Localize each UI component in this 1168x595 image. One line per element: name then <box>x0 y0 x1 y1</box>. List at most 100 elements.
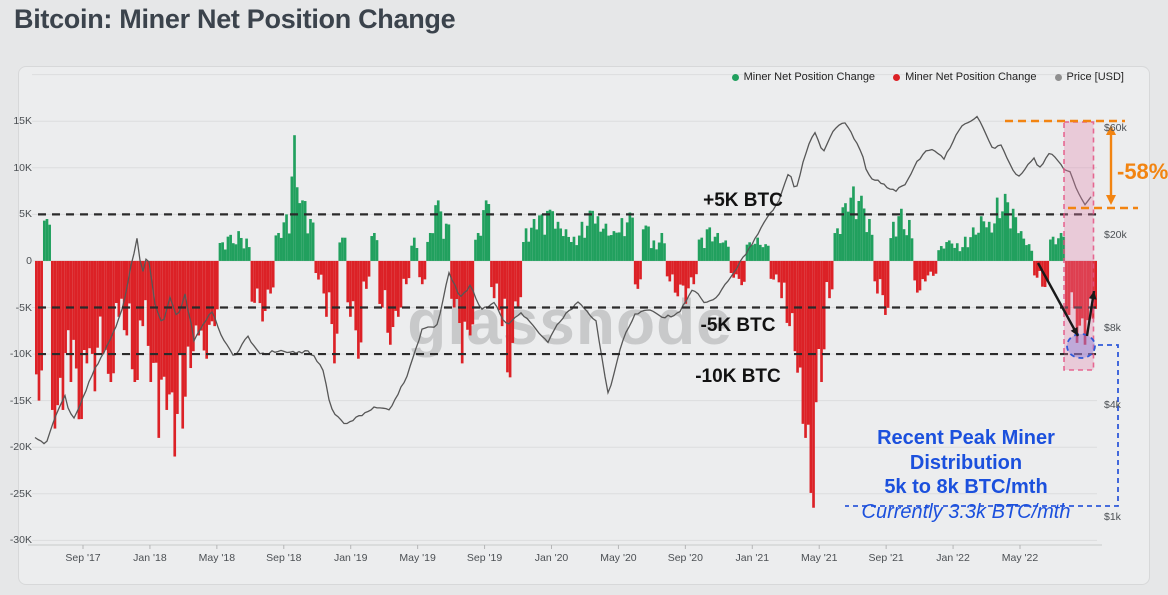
bar-negative <box>104 260 107 350</box>
bar-positive <box>846 211 850 261</box>
bar-positive <box>476 232 480 261</box>
bar-negative <box>173 260 177 457</box>
bar-positive <box>609 235 613 261</box>
y-axis-tick-label: -30K <box>9 534 32 547</box>
bar-negative <box>780 260 783 299</box>
bar-negative <box>359 260 363 343</box>
bar-positive <box>995 197 999 261</box>
bar-negative <box>519 260 523 298</box>
bar-positive <box>766 245 770 261</box>
bar-positive <box>910 238 914 261</box>
bar-negative <box>740 260 743 286</box>
bar-positive <box>1059 232 1063 261</box>
bar-positive <box>724 240 728 261</box>
arrowhead-down-icon <box>1106 195 1116 205</box>
bar-negative <box>1078 260 1082 326</box>
bar-negative <box>138 260 142 321</box>
bar-positive <box>410 245 413 261</box>
bar-positive <box>412 237 416 261</box>
bar-negative <box>490 260 493 288</box>
bar-positive <box>226 236 230 261</box>
bar-positive <box>974 234 978 261</box>
bar-negative <box>109 260 113 383</box>
bar-positive <box>713 236 717 261</box>
bar-positive <box>245 238 248 261</box>
bar-positive <box>290 176 294 261</box>
bar-positive <box>599 231 602 261</box>
bar-positive <box>697 239 701 261</box>
bar-positive <box>569 241 573 261</box>
gray-dot-icon <box>1054 73 1062 81</box>
bar-positive <box>343 237 347 261</box>
bar-negative <box>186 260 190 347</box>
bar-negative <box>154 260 158 363</box>
bar-positive <box>990 232 994 261</box>
bar-negative <box>322 260 326 294</box>
bar-negative <box>386 260 389 333</box>
x-axis-tick-label: May '18 <box>198 552 236 564</box>
bar-negative <box>926 260 930 276</box>
bar-positive <box>482 210 485 261</box>
annotation-graphics <box>845 119 1138 507</box>
bar-positive <box>522 242 525 261</box>
bar-negative <box>202 260 206 351</box>
bar-negative <box>498 260 501 311</box>
bar-negative <box>828 260 831 299</box>
bar-positive <box>596 216 600 261</box>
bar-positive <box>1017 233 1020 261</box>
bar-positive <box>428 232 432 261</box>
bar-negative <box>881 260 885 296</box>
bar-negative <box>790 260 794 314</box>
bar-positive <box>607 235 610 261</box>
bar-positive <box>844 203 847 261</box>
bar-positive <box>641 229 645 261</box>
bar-positive <box>1009 228 1012 261</box>
bar-positive <box>593 223 597 261</box>
y-axis-tick-label: 5K <box>19 208 32 221</box>
bar-positive <box>48 224 51 261</box>
bar-positive <box>583 237 586 261</box>
y-axis-tick-label: 0 <box>26 254 32 267</box>
bar-positive <box>937 250 940 261</box>
bar-negative <box>676 260 680 297</box>
bar-negative <box>381 260 384 308</box>
bar-negative <box>825 260 829 283</box>
bar-negative <box>458 260 461 324</box>
bar-negative <box>455 260 459 300</box>
bar-negative <box>471 260 475 325</box>
bar-positive <box>218 242 222 261</box>
bar-negative <box>346 260 350 303</box>
bar-positive <box>942 248 946 261</box>
x-axis-tick-label: Sep '20 <box>667 552 703 564</box>
bar-negative <box>396 260 400 317</box>
bar-negative <box>325 260 328 317</box>
bar-positive <box>854 219 858 261</box>
bar-positive <box>538 215 541 261</box>
bar-positive <box>836 228 839 261</box>
bar-negative <box>407 260 411 279</box>
bar-negative <box>830 260 834 290</box>
bar-negative <box>269 260 272 294</box>
bar-negative <box>692 260 696 285</box>
bar-negative <box>689 260 693 278</box>
black-arrow-line <box>1036 262 1080 337</box>
bar-negative <box>189 260 193 369</box>
bar-negative <box>809 260 813 493</box>
bar-positive <box>229 234 232 261</box>
bar-positive <box>223 249 227 261</box>
bar-positive <box>703 248 706 261</box>
bar-negative <box>266 260 270 290</box>
bar-positive <box>977 232 980 261</box>
bar-negative <box>367 260 371 277</box>
minus-10k-btc-label: -10K BTC <box>695 366 781 387</box>
bar-positive <box>295 187 299 261</box>
bar-positive <box>857 201 861 261</box>
green-dot-icon <box>731 73 739 81</box>
legend-label: Miner Net Position Change <box>743 71 876 83</box>
bar-negative <box>665 260 669 277</box>
x-axis-tick-label: Sep '18 <box>266 552 302 564</box>
bar-negative <box>735 260 738 275</box>
x-axis-tick-label: Sep '19 <box>466 552 503 564</box>
bar-negative <box>176 260 179 414</box>
